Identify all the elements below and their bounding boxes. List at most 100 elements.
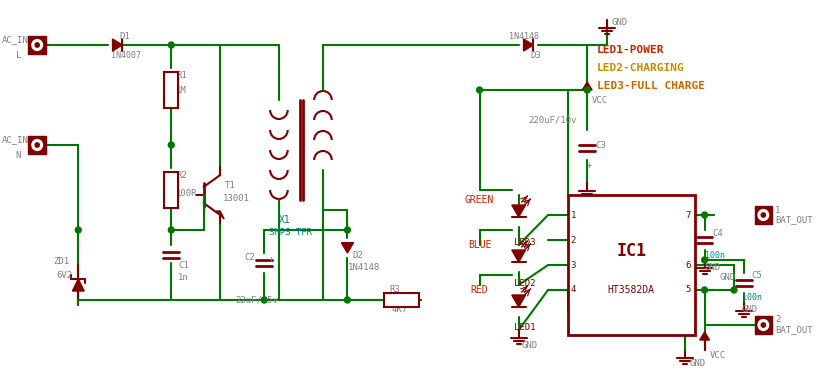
Text: LED1: LED1 <box>514 324 535 332</box>
Circle shape <box>261 297 267 303</box>
Text: D3: D3 <box>530 51 542 59</box>
Circle shape <box>584 87 590 93</box>
Polygon shape <box>512 250 525 262</box>
Text: C2: C2 <box>245 254 255 262</box>
Text: C3: C3 <box>595 141 606 149</box>
Circle shape <box>169 142 174 148</box>
Circle shape <box>762 213 766 217</box>
Polygon shape <box>699 332 709 340</box>
Text: GND: GND <box>704 262 721 272</box>
Text: SMPS TFR: SMPS TFR <box>269 228 312 236</box>
Text: RED: RED <box>470 285 488 295</box>
Polygon shape <box>113 39 123 51</box>
Text: LED3: LED3 <box>514 237 535 247</box>
Text: 1: 1 <box>775 206 780 214</box>
Text: LED3-FULL CHARGE: LED3-FULL CHARGE <box>597 81 705 91</box>
Text: 1: 1 <box>570 211 576 219</box>
Text: 5: 5 <box>685 285 690 295</box>
Text: GND: GND <box>612 18 627 26</box>
Text: C5: C5 <box>752 270 762 280</box>
Bar <box>29 36 46 54</box>
Text: +: + <box>269 255 274 265</box>
Polygon shape <box>582 82 592 90</box>
Circle shape <box>762 323 766 327</box>
Bar <box>164 72 178 108</box>
Text: 100n: 100n <box>704 250 725 260</box>
Text: T1: T1 <box>225 180 236 190</box>
Text: +: + <box>587 160 592 170</box>
Circle shape <box>758 319 769 331</box>
Text: 1n: 1n <box>178 273 189 283</box>
Text: 2: 2 <box>775 316 780 324</box>
Text: LED2-CHARGING: LED2-CHARGING <box>597 63 685 73</box>
Circle shape <box>169 227 174 233</box>
Text: VCC: VCC <box>592 95 609 105</box>
Text: C4: C4 <box>712 229 723 237</box>
Text: GND: GND <box>690 358 706 368</box>
Bar <box>384 293 419 307</box>
Bar <box>29 136 46 154</box>
Text: AC_IN2: AC_IN2 <box>2 136 34 144</box>
Text: 6: 6 <box>685 260 690 270</box>
Polygon shape <box>512 295 525 307</box>
Text: C1: C1 <box>178 260 189 270</box>
Text: GND: GND <box>522 342 537 350</box>
Polygon shape <box>512 205 525 217</box>
Circle shape <box>758 210 769 220</box>
Circle shape <box>32 139 43 151</box>
Text: N: N <box>16 151 21 159</box>
Text: 220uF/10v: 220uF/10v <box>528 116 577 124</box>
Text: 1N4007: 1N4007 <box>110 51 141 59</box>
Text: ZD1: ZD1 <box>54 257 70 267</box>
Circle shape <box>35 143 39 147</box>
Text: AC_IN1: AC_IN1 <box>2 36 34 44</box>
Text: 100R: 100R <box>176 188 198 198</box>
Bar <box>754 206 772 224</box>
Text: IC1: IC1 <box>616 242 646 260</box>
Polygon shape <box>524 39 533 51</box>
Text: 7: 7 <box>685 211 690 219</box>
Text: 1M: 1M <box>176 85 187 95</box>
Polygon shape <box>216 211 224 219</box>
Circle shape <box>75 227 81 233</box>
Text: D1: D1 <box>119 31 130 41</box>
Text: 13001: 13001 <box>223 193 250 203</box>
Circle shape <box>32 39 43 51</box>
Text: LED1-POWER: LED1-POWER <box>597 45 664 55</box>
Text: 6V2: 6V2 <box>56 270 73 280</box>
Text: 4: 4 <box>570 285 576 295</box>
Text: GND: GND <box>742 306 758 314</box>
Text: 1N4148: 1N4148 <box>509 31 539 41</box>
Bar <box>164 172 178 208</box>
Text: 2: 2 <box>570 236 576 244</box>
Text: D2: D2 <box>353 250 363 260</box>
Circle shape <box>344 227 350 233</box>
Text: BAT_OUT: BAT_OUT <box>775 216 813 224</box>
Circle shape <box>169 42 174 48</box>
Bar <box>568 195 694 335</box>
Text: BAT_OUT: BAT_OUT <box>775 326 813 334</box>
Circle shape <box>477 87 483 93</box>
Text: R1: R1 <box>176 70 187 80</box>
Text: BLUE: BLUE <box>468 240 492 250</box>
Text: VCC: VCC <box>709 350 726 360</box>
Text: GND: GND <box>719 272 735 282</box>
Text: 22uF/25v: 22uF/25v <box>235 296 278 304</box>
Circle shape <box>344 297 350 303</box>
Text: X1: X1 <box>279 215 290 225</box>
Bar <box>754 316 772 334</box>
Text: L: L <box>16 51 21 59</box>
Text: GREEN: GREEN <box>465 195 494 205</box>
Circle shape <box>702 287 708 293</box>
Text: HT3582DA: HT3582DA <box>608 285 654 295</box>
Text: R3: R3 <box>389 285 400 295</box>
Circle shape <box>35 43 39 47</box>
Text: 100n: 100n <box>742 293 762 303</box>
Circle shape <box>702 212 708 218</box>
Text: 4K7: 4K7 <box>392 306 407 314</box>
Circle shape <box>731 287 737 293</box>
Circle shape <box>702 257 708 263</box>
Polygon shape <box>73 279 84 291</box>
Text: R2: R2 <box>176 170 187 180</box>
Text: 1N4148: 1N4148 <box>348 264 380 272</box>
